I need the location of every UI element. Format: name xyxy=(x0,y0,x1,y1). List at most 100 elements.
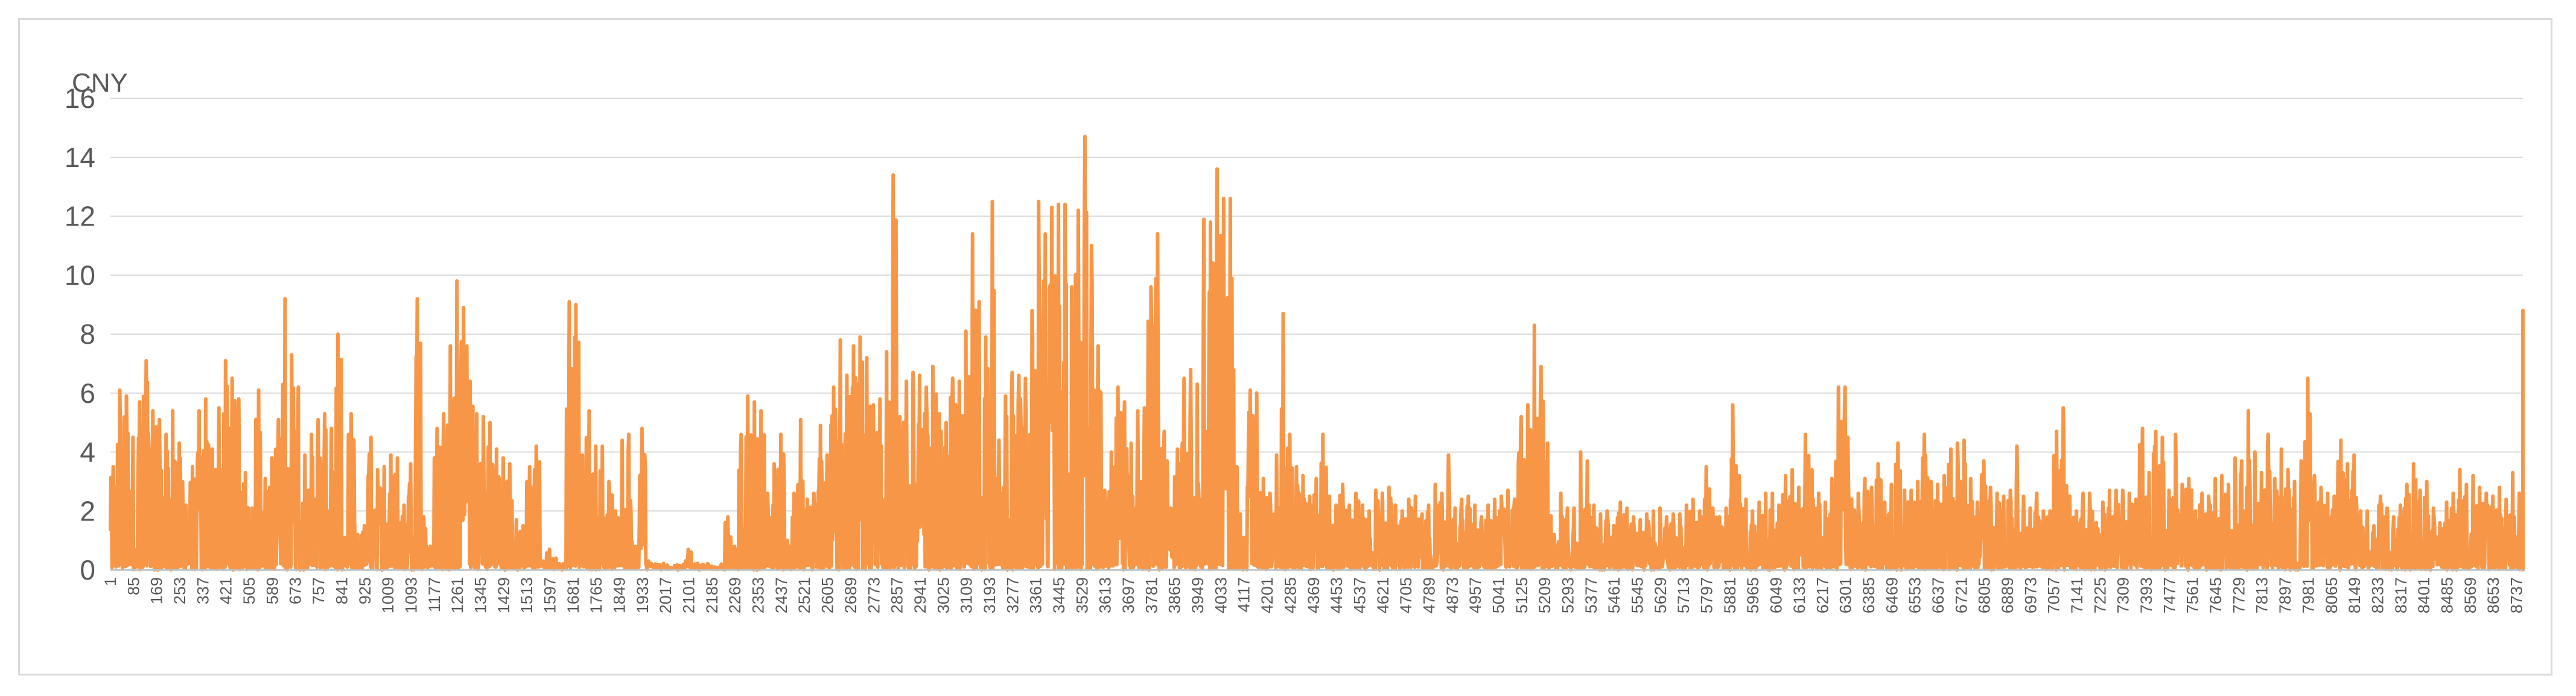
x-tick-label: 925 xyxy=(356,577,374,604)
x-tick-label: 2269 xyxy=(726,577,744,613)
x-tick-label: 6385 xyxy=(1860,577,1878,613)
x-tick-label: 6973 xyxy=(2021,577,2040,613)
x-tick-label: 5797 xyxy=(1698,577,1716,613)
x-tick-label: 7561 xyxy=(2184,577,2202,613)
x-tick-label: 8569 xyxy=(2461,577,2479,613)
x-tick-label: 169 xyxy=(148,577,166,604)
x-tick-label: 2017 xyxy=(657,577,675,613)
x-tick-label: 3865 xyxy=(1166,577,1184,613)
x-tick-label: 2689 xyxy=(842,577,860,613)
x-tick-label: 1093 xyxy=(402,577,420,613)
y-axis-unit-label: CNY xyxy=(72,68,128,98)
x-tick-label: 4789 xyxy=(1420,577,1438,613)
x-tick-label: 421 xyxy=(217,577,235,604)
x-tick-label: 1765 xyxy=(587,577,605,613)
x-tick-label: 6805 xyxy=(1976,577,1994,613)
x-tick-label: 4453 xyxy=(1328,577,1346,613)
x-tick-label: 2101 xyxy=(680,577,698,613)
x-tick-label: 589 xyxy=(263,577,281,604)
x-tick-label: 1261 xyxy=(448,577,466,613)
x-tick-label: 5881 xyxy=(1721,577,1739,613)
x-tick-label: 2353 xyxy=(749,577,768,613)
x-tick-label: 1 xyxy=(101,577,119,586)
y-tick-label: 6 xyxy=(80,378,95,409)
x-tick-label: 8485 xyxy=(2438,577,2456,613)
x-tick-label: 7645 xyxy=(2207,577,2225,613)
x-tick-label: 7141 xyxy=(2068,577,2086,613)
x-tick-label: 6133 xyxy=(1790,577,1808,613)
y-tick-label: 16 xyxy=(65,83,95,114)
series-layer xyxy=(109,134,2525,572)
chart-frame: CNY 0 2 4 6 8 10 12 14 16 1 85 169 253 337 421 505 589 6… xyxy=(18,18,2552,675)
x-tick-label: 3949 xyxy=(1189,577,1207,613)
x-tick-label: 5377 xyxy=(1582,577,1600,613)
x-tick-label: 4621 xyxy=(1374,577,1392,613)
x-tick-label: 7897 xyxy=(2276,577,2294,613)
y-tick-labels: 0 2 4 6 8 10 12 14 16 xyxy=(65,83,95,586)
x-tick-label: 2857 xyxy=(888,577,906,613)
x-tick-label: 4957 xyxy=(1466,577,1484,613)
x-tick-label: 3613 xyxy=(1096,577,1115,613)
x-tick-label: 3529 xyxy=(1073,577,1091,613)
y-tick-label: 8 xyxy=(80,318,95,350)
x-tick-label: 505 xyxy=(240,577,258,604)
x-tick-label: 5125 xyxy=(1513,577,1531,613)
x-tick-label: 2773 xyxy=(865,577,883,613)
y-tick-label: 2 xyxy=(80,495,95,527)
x-tick-label: 4537 xyxy=(1350,577,1369,613)
x-tick-label: 6889 xyxy=(1999,577,2017,613)
x-tick-label: 5041 xyxy=(1489,577,1507,613)
x-tick-label: 8653 xyxy=(2484,577,2502,613)
x-tick-label: 1345 xyxy=(471,577,489,613)
x-tick-label: 2185 xyxy=(703,577,721,613)
chart-plot: 0 2 4 6 8 10 12 14 16 1 85 169 253 337 421 505 589 673 75… xyxy=(65,83,2526,613)
x-tick-label: 3025 xyxy=(934,577,952,613)
x-tick-label: 5965 xyxy=(1744,577,1762,613)
x-tick-label: 3109 xyxy=(958,577,976,613)
x-tick-label: 2605 xyxy=(819,577,837,613)
x-tick-label: 5461 xyxy=(1605,577,1623,613)
x-tick-label: 1177 xyxy=(425,577,444,612)
y-tick-label: 0 xyxy=(80,554,95,586)
x-tick-label: 337 xyxy=(194,577,212,604)
x-tick-label: 5629 xyxy=(1652,577,1670,613)
x-tick-label: 3361 xyxy=(1027,577,1045,613)
x-tick-label: 6049 xyxy=(1767,577,1786,613)
x-tick-label: 3697 xyxy=(1119,577,1137,613)
x-tick-label: 85 xyxy=(124,577,142,595)
x-tick-label: 6637 xyxy=(1929,577,1947,613)
x-tick-label: 7729 xyxy=(2230,577,2248,613)
x-tick-label: 1009 xyxy=(379,577,397,613)
x-tick-label: 3277 xyxy=(1003,577,1022,613)
x-tick-label: 253 xyxy=(171,577,189,604)
x-tick-label: 7981 xyxy=(2299,577,2317,613)
x-tick-label: 7225 xyxy=(2091,577,2109,613)
x-tick-label: 2437 xyxy=(772,577,790,613)
series-line xyxy=(109,134,2525,572)
x-tick-labels: 1 85 169 253 337 421 505 589 673 757 841 925 1009 109… xyxy=(101,577,2526,613)
x-tick-label: 4369 xyxy=(1305,577,1323,613)
x-tick-label: 6217 xyxy=(1813,577,1831,613)
x-tick-label: 6721 xyxy=(1952,577,1970,613)
x-tick-label: 4285 xyxy=(1281,577,1299,613)
x-tick-label: 3193 xyxy=(981,577,999,613)
x-tick-label: 1849 xyxy=(611,577,629,613)
x-tick-label: 5209 xyxy=(1536,577,1554,613)
x-tick-label: 2941 xyxy=(911,577,929,613)
x-tick-label: 8149 xyxy=(2345,577,2364,613)
x-tick-label: 7813 xyxy=(2253,577,2271,613)
x-tick-label: 7477 xyxy=(2160,577,2178,613)
x-tick-label: 4705 xyxy=(1397,577,1415,613)
x-tick-label: 1513 xyxy=(518,577,536,613)
x-tick-label: 7309 xyxy=(2114,577,2132,613)
x-tick-label: 1597 xyxy=(541,577,559,613)
y-tick-label: 4 xyxy=(80,437,95,468)
x-tick-label: 8317 xyxy=(2392,577,2410,613)
x-tick-label: 7057 xyxy=(2045,577,2063,613)
x-tick-label: 841 xyxy=(332,577,351,604)
x-tick-label: 4033 xyxy=(1212,577,1230,613)
y-tick-label: 10 xyxy=(65,259,95,291)
x-tick-label: 3781 xyxy=(1142,577,1160,613)
x-tick-label: 5293 xyxy=(1559,577,1577,613)
x-tick-label: 757 xyxy=(310,577,328,604)
